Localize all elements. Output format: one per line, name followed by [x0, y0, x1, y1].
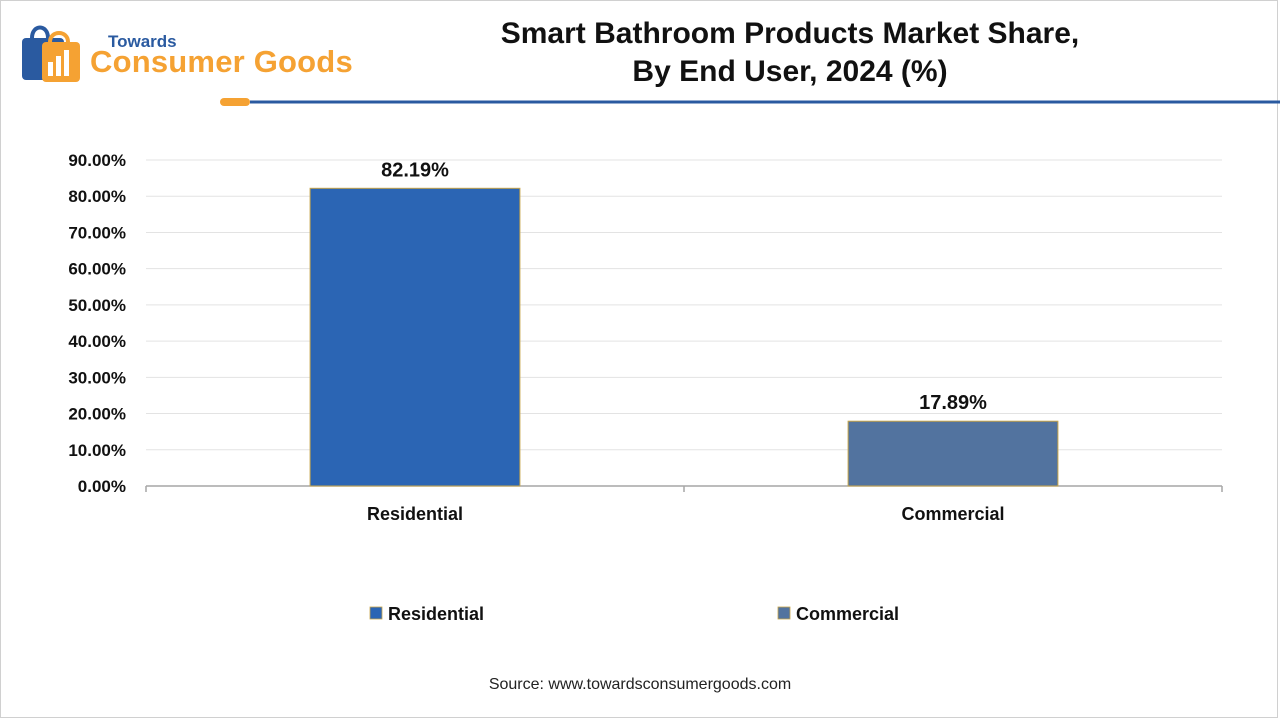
x-tick-label: Residential	[367, 504, 463, 524]
header-divider	[220, 98, 1280, 106]
y-tick-label: 10.00%	[68, 441, 126, 460]
y-tick-label: 0.00%	[78, 477, 126, 496]
chart-title-line1: Smart Bathroom Products Market Share,	[500, 17, 1080, 50]
data-label: 17.89%	[919, 392, 987, 414]
shopping-bag-icon	[22, 25, 80, 82]
y-tick-label: 40.00%	[68, 332, 126, 351]
legend-swatch	[777, 606, 791, 620]
logo-text-consumer-goods: Consumer Goods	[90, 44, 353, 79]
legend-label: Residential	[388, 604, 484, 624]
y-tick-label: 70.00%	[68, 223, 126, 242]
source-note: Source: www.towardsconsumergoods.com	[488, 676, 792, 693]
y-tick-label: 80.00%	[68, 187, 126, 206]
x-tick-label: Commercial	[901, 504, 1004, 524]
y-tick-label: 60.00%	[68, 260, 126, 279]
chart-title: Smart Bathroom Products Market Share, By…	[440, 15, 1140, 91]
legend-swatch	[369, 606, 383, 620]
y-tick-label: 50.00%	[68, 296, 126, 315]
y-tick-label: 90.00%	[68, 151, 126, 170]
y-tick-label: 20.00%	[68, 405, 126, 424]
data-label: 82.19%	[381, 159, 449, 181]
chart-title-line2: By End User, 2024 (%)	[632, 55, 948, 88]
logo-text-towards: Towards	[108, 32, 177, 51]
bar-residential	[309, 187, 521, 487]
legend-label: Commercial	[796, 604, 899, 624]
bar-commercial	[847, 420, 1059, 487]
brand-logo: Towards Consumer Goods	[18, 18, 378, 88]
y-tick-label: 30.00%	[68, 368, 126, 387]
